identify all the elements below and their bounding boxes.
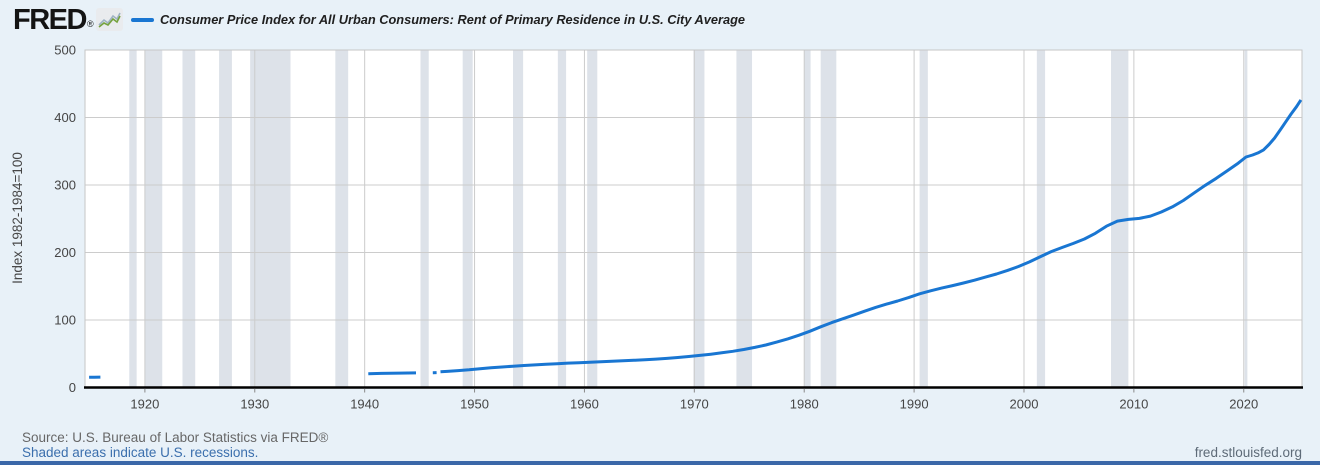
recession-band — [219, 50, 232, 388]
y-axis-ticks: 0 100 200 300 400 500 — [54, 43, 76, 396]
recession-band — [420, 50, 429, 388]
bottom-accent-bar — [0, 461, 1320, 465]
y-tick-label: 0 — [69, 380, 76, 395]
fred-logo-text: FRED — [13, 4, 87, 36]
x-tick-label: 1920 — [130, 397, 159, 412]
legend-line-swatch — [131, 18, 154, 22]
line-chart-icon — [96, 8, 123, 31]
recession-band — [1111, 50, 1129, 388]
recession-band — [1244, 50, 1248, 388]
y-tick-label: 100 — [54, 313, 76, 328]
recession-band — [144, 50, 163, 388]
x-tick-label: 1930 — [240, 397, 269, 412]
chart-header: FRED® Consumer Price Index for All Urban… — [0, 0, 1320, 36]
recession-band — [919, 50, 928, 388]
fred-logo[interactable]: FRED® — [13, 4, 94, 37]
x-tick-label: 1950 — [460, 397, 489, 412]
recession-bands — [129, 50, 1248, 388]
series-line-segment — [440, 99, 1303, 374]
recession-band — [462, 50, 473, 388]
x-tick-label: 1980 — [790, 397, 819, 412]
registered-mark: ® — [86, 19, 94, 29]
recession-band — [736, 50, 753, 388]
x-tick-label: 2010 — [1119, 397, 1148, 412]
x-tick-label: 1940 — [350, 397, 379, 412]
series-line — [89, 99, 1303, 379]
recession-band — [820, 50, 837, 388]
x-tick-label: 1960 — [570, 397, 599, 412]
y-tick-label: 500 — [54, 43, 76, 58]
x-tick-label: 2020 — [1229, 397, 1258, 412]
recession-band — [557, 50, 567, 388]
x-axis-ticks: 1920 1930 1940 1950 1960 1970 1980 1990 2000 2010… — [130, 388, 1258, 412]
recession-band — [129, 50, 137, 388]
site-url: fred.stlouisfed.org — [1194, 445, 1302, 460]
recession-band — [804, 50, 811, 388]
recession-band — [1036, 50, 1046, 388]
recession-band — [250, 50, 291, 388]
y-axis-title: Index 1982-1984=100 — [10, 152, 25, 284]
recession-band — [693, 50, 705, 388]
source-text: Source: U.S. Bureau of Labor Statistics … — [22, 430, 329, 445]
x-tick-label: 1970 — [680, 397, 709, 412]
recession-band — [335, 50, 349, 388]
recession-band — [182, 50, 196, 388]
recession-band — [513, 50, 524, 388]
recession-band — [587, 50, 598, 388]
y-tick-label: 200 — [54, 245, 76, 260]
series-title: Consumer Price Index for All Urban Consu… — [160, 12, 746, 27]
series-line-segment — [368, 371, 417, 376]
recessions-link[interactable]: Shaded areas indicate U.S. recessions. — [22, 445, 259, 460]
x-tick-label: 2000 — [1010, 397, 1039, 412]
y-tick-label: 400 — [54, 110, 76, 125]
y-tick-label: 300 — [54, 178, 76, 193]
x-tick-label: 1990 — [900, 397, 929, 412]
